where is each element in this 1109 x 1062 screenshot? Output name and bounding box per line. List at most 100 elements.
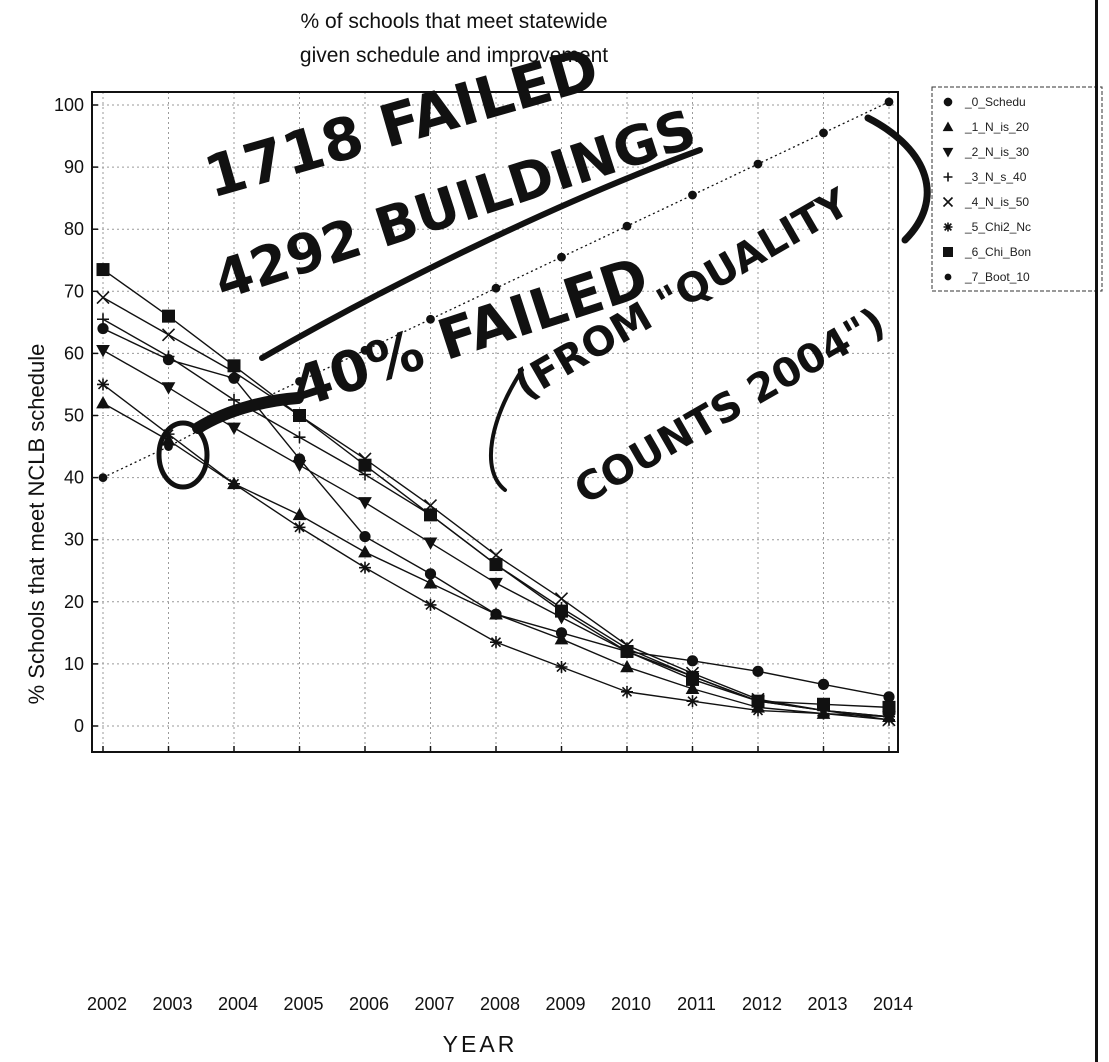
y-tick-label: 90 (64, 157, 84, 177)
point-marker (883, 713, 895, 726)
x-tick-label: 2014 (873, 994, 913, 1014)
point-marker (884, 97, 894, 107)
y-tick-label: 100 (54, 95, 84, 115)
point-marker (97, 378, 109, 391)
point-marker (423, 576, 438, 589)
point-marker (688, 190, 697, 200)
point-marker (162, 309, 175, 323)
point-marker (358, 458, 372, 472)
x-tick-label: 2011 (677, 994, 716, 1014)
point-marker (228, 393, 240, 406)
annotation-circle-2003 (156, 420, 210, 490)
point-marker (489, 577, 503, 591)
x-tick-label: 2008 (480, 994, 520, 1014)
point-marker (943, 172, 953, 182)
point-marker (686, 672, 699, 686)
point-marker (358, 497, 372, 510)
point-marker (753, 159, 763, 169)
point-marker (621, 685, 633, 698)
point-marker (489, 607, 503, 620)
point-marker (161, 328, 176, 342)
y-tick-label: 40 (64, 468, 84, 488)
point-marker (228, 477, 240, 490)
point-marker (622, 221, 632, 231)
point-marker (162, 350, 175, 363)
annotation-arrow (192, 392, 304, 434)
point-marker (942, 196, 954, 208)
chart-subtitle: given schedule and improvement (300, 44, 608, 67)
legend-entry-label: _1_N_is_20 (964, 120, 1029, 134)
point-marker (686, 655, 699, 667)
point-marker (752, 704, 764, 717)
point-marker (359, 530, 371, 543)
legend-box: _0_Schedu _1_N_is_20 _2_N_is_30 _3_N_s_40 _4… (931, 86, 1103, 292)
point-marker (424, 598, 437, 611)
x-tick-label: 2005 (283, 994, 323, 1014)
x-axis-label: YEAR (443, 1031, 518, 1057)
point-marker (555, 661, 568, 674)
y-tick-label: 0 (74, 716, 84, 736)
point-marker (942, 147, 954, 158)
annotation-underline (259, 147, 703, 361)
point-marker (819, 128, 828, 138)
point-marker (751, 694, 765, 708)
point-marker (686, 695, 699, 708)
legend-entry-label: _7_Boot_10 (964, 270, 1030, 284)
point-marker (359, 561, 371, 574)
point-marker (943, 222, 953, 232)
point-marker (555, 604, 568, 618)
point-marker (96, 396, 110, 409)
point-marker (98, 473, 108, 483)
point-marker (943, 247, 953, 257)
point-marker (162, 428, 175, 441)
point-marker (752, 665, 764, 677)
point-marker (554, 632, 569, 645)
x-tick-label: 2013 (807, 994, 847, 1014)
plot-frame (91, 91, 899, 753)
x-axis-ticks: 2002 2003 2004 2005 2006 2007 2008 2009 2010 2011… (87, 746, 913, 1014)
point-marker (358, 545, 372, 558)
y-tick-label: 80 (64, 219, 84, 239)
legend-entry-label: _3_N_s_40 (964, 170, 1027, 184)
point-marker (944, 273, 952, 281)
series-5 (97, 378, 895, 726)
page-right-border (1095, 0, 1098, 1062)
point-marker (817, 707, 830, 720)
point-marker (426, 314, 435, 324)
x-tick-label: 2004 (218, 994, 258, 1014)
point-marker (423, 537, 438, 550)
point-marker (293, 521, 306, 534)
point-marker (293, 431, 306, 444)
legend-entry-label: _5_Chi2_Nc (964, 220, 1031, 234)
point-marker (227, 359, 241, 373)
y-tick-label: 20 (64, 592, 84, 612)
point-marker (96, 263, 110, 277)
y-axis-label: % Schools that meet NCLB schedule (24, 344, 49, 705)
point-marker (96, 344, 110, 358)
point-marker (557, 252, 566, 262)
point-marker (227, 422, 241, 435)
annotation-left-paren (489, 368, 524, 492)
point-marker (292, 459, 307, 473)
y-tick-label: 50 (64, 406, 84, 426)
point-marker (942, 121, 954, 132)
point-marker (161, 382, 176, 395)
grid-lines (92, 92, 898, 752)
y-tick-label: 70 (64, 281, 84, 301)
point-marker (491, 283, 501, 293)
x-tick-label: 2010 (611, 994, 651, 1014)
chart-title: % of schools that meet statewide (301, 10, 608, 33)
point-marker (164, 442, 173, 451)
point-marker (817, 678, 830, 690)
point-marker (620, 659, 634, 673)
point-marker (292, 507, 307, 521)
x-tick-label: 2002 (87, 994, 127, 1014)
handwritten-annotations: 1718 FAILED 4292 BUILDINGS 40% FAILED (F… (156, 34, 931, 514)
x-tick-label: 2007 (414, 994, 454, 1014)
legend-entry-label: _0_Schedu (964, 95, 1026, 109)
y-tick-label: 10 (64, 654, 84, 674)
point-marker (685, 681, 700, 695)
legend-entries: _0_Schedu _1_N_is_20 _2_N_is_30 _3_N_s_40 _4… (942, 95, 1031, 284)
point-marker (293, 409, 306, 422)
